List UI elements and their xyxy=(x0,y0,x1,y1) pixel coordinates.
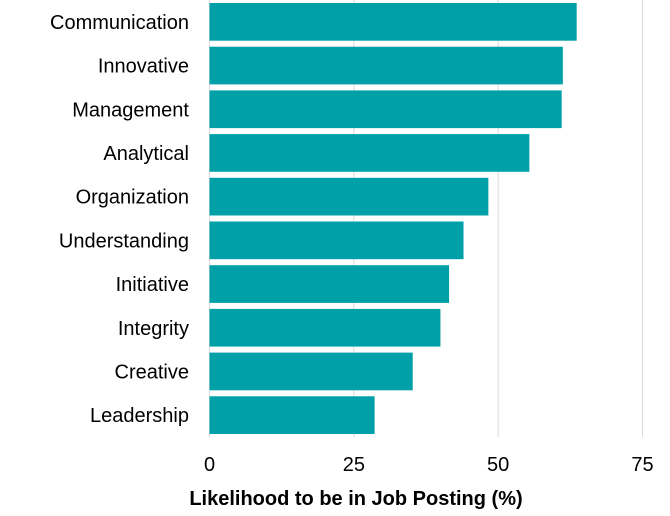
bar-initiative xyxy=(209,265,450,303)
bar-leadership xyxy=(209,396,375,434)
category-label: Creative xyxy=(115,361,189,383)
bars xyxy=(209,3,577,434)
category-label: Leadership xyxy=(90,405,189,427)
bar-management xyxy=(209,90,562,129)
x-tick-label: 75 xyxy=(631,454,653,476)
category-label: Analytical xyxy=(103,143,189,165)
bar-innovative xyxy=(209,46,563,85)
category-label: Innovative xyxy=(98,56,189,78)
bar-analytical xyxy=(209,134,530,172)
bar-organization xyxy=(209,177,489,216)
category-label: Communication xyxy=(50,12,189,34)
x-tick-label: 25 xyxy=(343,454,365,476)
x-tick-label: 0 xyxy=(204,454,215,476)
bar-communication xyxy=(209,3,577,41)
category-label: Organization xyxy=(76,187,189,209)
category-labels: Communication Innovative Management Analyti… xyxy=(50,12,189,427)
x-axis-title: Likelihood to be in Job Posting (%) xyxy=(189,488,522,510)
category-label: Initiative xyxy=(116,274,189,296)
x-tick-label: 50 xyxy=(487,454,509,476)
x-tick-labels: 0 25 50 75 xyxy=(204,454,654,476)
bar-creative xyxy=(209,352,413,391)
category-label: Understanding xyxy=(59,230,189,252)
bar-integrity xyxy=(209,308,441,347)
category-label: Integrity xyxy=(118,318,189,340)
category-label: Management xyxy=(72,99,189,121)
bar-understanding xyxy=(209,221,464,260)
